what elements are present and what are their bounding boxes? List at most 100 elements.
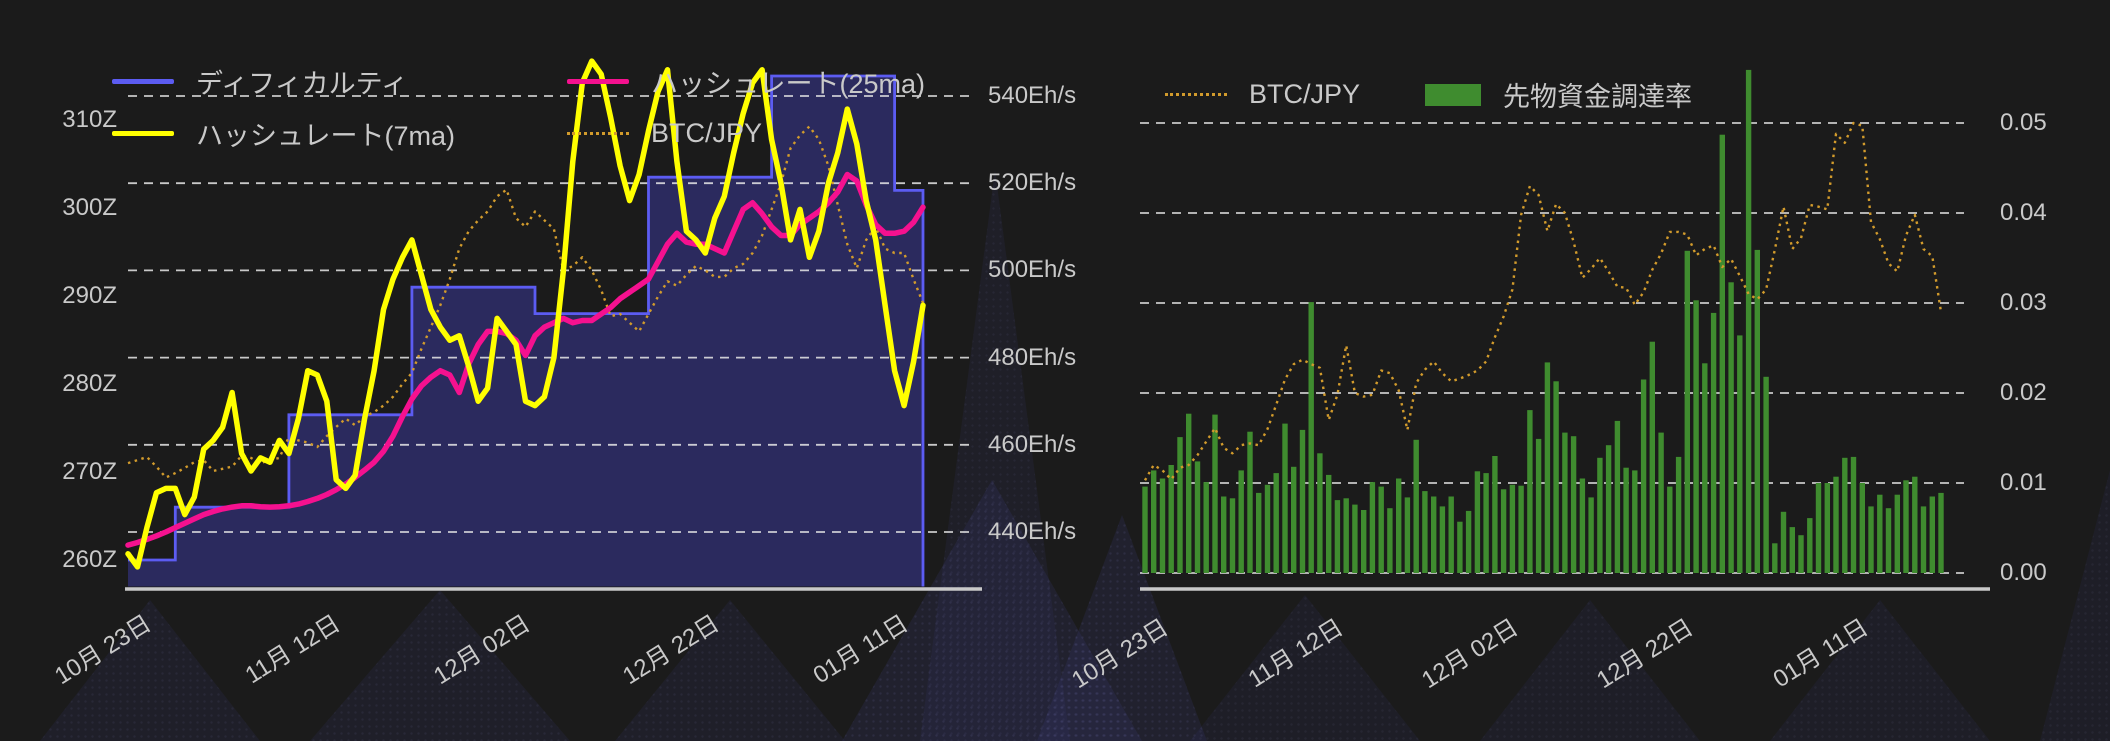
funding-rate-bar <box>1431 496 1437 573</box>
funding-rate-bar <box>1719 134 1725 573</box>
y-axis-left-tick: 270Z <box>62 458 117 485</box>
funding-rate-bar <box>1282 423 1288 573</box>
funding-rate-bar <box>1194 461 1201 573</box>
funding-rate-bar <box>1544 362 1551 573</box>
y-axis-left-tick: 290Z <box>62 282 117 309</box>
funding-rate-bar <box>1457 521 1463 573</box>
funding-rate-bar <box>1693 300 1699 573</box>
funding-rate-bar <box>1772 543 1778 573</box>
legend-item-funding-rate[interactable]: 先物資金調達率 <box>1425 75 1692 114</box>
y-axis-left-tick: 260Z <box>62 546 117 573</box>
funding-rate-bar <box>1885 508 1892 573</box>
legend-label: BTC/JPY <box>1249 79 1361 109</box>
funding-rate-bar <box>1684 250 1690 574</box>
funding-rate-bar <box>1212 414 1218 573</box>
funding-rate-bar <box>1763 376 1769 573</box>
funding-rate-bar <box>1649 341 1655 573</box>
legend-item-btcjpy-right[interactable]: BTC/JPY <box>1165 79 1360 110</box>
funding-rate-bar <box>1640 379 1647 573</box>
funding-rate-bar <box>1256 492 1262 573</box>
legend-item-btcjpy[interactable]: BTC/JPY <box>567 118 762 149</box>
funding-rate-bar <box>1894 494 1900 573</box>
funding-rate-bar <box>1509 484 1516 573</box>
legend-label: ハッシュレート(7ma) <box>196 121 455 151</box>
funding-rate-bar <box>1614 420 1621 573</box>
legend-label: 先物資金調達率 <box>1503 82 1693 112</box>
funding-rate-bar <box>1369 482 1376 573</box>
funding-rate-bar <box>1702 363 1708 573</box>
funding-rate-bar <box>1343 498 1349 573</box>
funding-rate-bar <box>1492 456 1498 573</box>
funding-rate-bar <box>1238 470 1244 573</box>
legend-label: BTC/JPY <box>651 118 763 148</box>
legend-item-hashrate-7ma[interactable]: ハッシュレート(7ma) <box>112 114 567 153</box>
legend-label: ハッシュレート(25ma) <box>651 69 925 99</box>
legend-item-difficulty[interactable]: ディフィカルティ <box>112 62 567 101</box>
btcjpy-dotted-swatch-icon <box>1165 93 1227 96</box>
funding-rate-bar <box>1912 476 1918 573</box>
funding-rate-bar <box>1264 484 1271 573</box>
y-axis-left-tick: 310Z <box>62 106 117 133</box>
funding-rate-bar <box>1850 456 1857 573</box>
funding-rate-bar <box>1413 439 1419 573</box>
left-chart-legend: ディフィカルティ ハッシュレート(25ma) ハッシュレート(7ma) BTC/… <box>112 62 925 153</box>
funding-rate-bar <box>1387 508 1393 573</box>
funding-rate-bar <box>1151 470 1157 573</box>
funding-rate-bar <box>1632 470 1638 573</box>
funding-rate-bar <box>1334 500 1341 573</box>
funding-rate-bar <box>1798 535 1804 573</box>
y-axis-right-tick: 520Eh/s <box>988 169 1077 197</box>
funding-rate-bar <box>1780 511 1787 573</box>
legend-row: ディフィカルティ ハッシュレート(25ma) <box>112 62 925 101</box>
y-axis-right-tick: 480Eh/s <box>988 343 1077 371</box>
funding-rate-bar <box>1842 457 1848 573</box>
legend-item-hashrate-25ma[interactable]: ハッシュレート(25ma) <box>567 62 925 101</box>
funding-rate-bar <box>1579 478 1586 573</box>
funding-rate-bar <box>1920 506 1927 573</box>
funding-rate-bar <box>1553 381 1559 573</box>
funding-rate-bar <box>1527 410 1533 573</box>
difficulty-area <box>128 76 923 587</box>
difficulty-line-swatch-icon <box>112 79 174 84</box>
funding-rate-bar <box>1667 486 1673 573</box>
funding-rate-bar <box>1737 335 1743 573</box>
y-axis-right-tick: 500Eh/s <box>988 256 1077 284</box>
funding-rate-bar <box>1177 437 1183 573</box>
funding-rate-bar <box>1518 485 1524 573</box>
legend-row: BTC/JPY 先物資金調達率 <box>1165 75 1692 114</box>
funding-rate-bar <box>1247 431 1253 573</box>
funding-rate-bar <box>1203 482 1209 573</box>
funding-axis-tick: 0.05 <box>2000 109 2047 136</box>
funding-rate-bar <box>1159 478 1166 573</box>
funding-rate-bar <box>1675 456 1682 573</box>
funding-rate-bar <box>1448 496 1454 573</box>
funding-rate-bar <box>1273 473 1279 573</box>
funding-rate-bar <box>1824 483 1830 573</box>
funding-rate-bar <box>1938 492 1944 573</box>
funding-rate-bar <box>1789 527 1795 573</box>
legend-row: ハッシュレート(7ma) BTC/JPY <box>112 114 925 153</box>
btcjpy-dotted-line <box>127 125 925 479</box>
funding-rate-bar <box>1815 483 1822 573</box>
hashrate-7ma-line <box>125 58 926 570</box>
funding-rate-bar <box>1465 510 1472 573</box>
funding-rate-bar <box>1588 497 1594 573</box>
btcjpy-dotted-swatch-icon <box>567 132 629 135</box>
funding-rate-bar <box>1570 436 1577 573</box>
funding-rate-bar <box>1326 474 1332 573</box>
funding-rate-bar <box>1728 282 1734 573</box>
funding-rate-bar <box>1229 498 1236 573</box>
funding-rate-bar <box>1597 457 1603 573</box>
funding-rate-bar <box>1474 471 1481 573</box>
funding-rate-bar <box>1562 432 1568 573</box>
funding-rate-bar <box>1378 486 1384 573</box>
funding-axis-tick: 0.00 <box>2000 559 2047 586</box>
funding-rate-bar <box>1868 506 1874 573</box>
funding-rate-bar <box>1186 413 1192 573</box>
funding-rate-bar <box>1877 494 1883 573</box>
funding-rate-bar <box>1221 496 1227 573</box>
funding-rate-bar <box>1605 445 1612 573</box>
hashrate-7ma-line-swatch-icon <box>112 131 174 136</box>
